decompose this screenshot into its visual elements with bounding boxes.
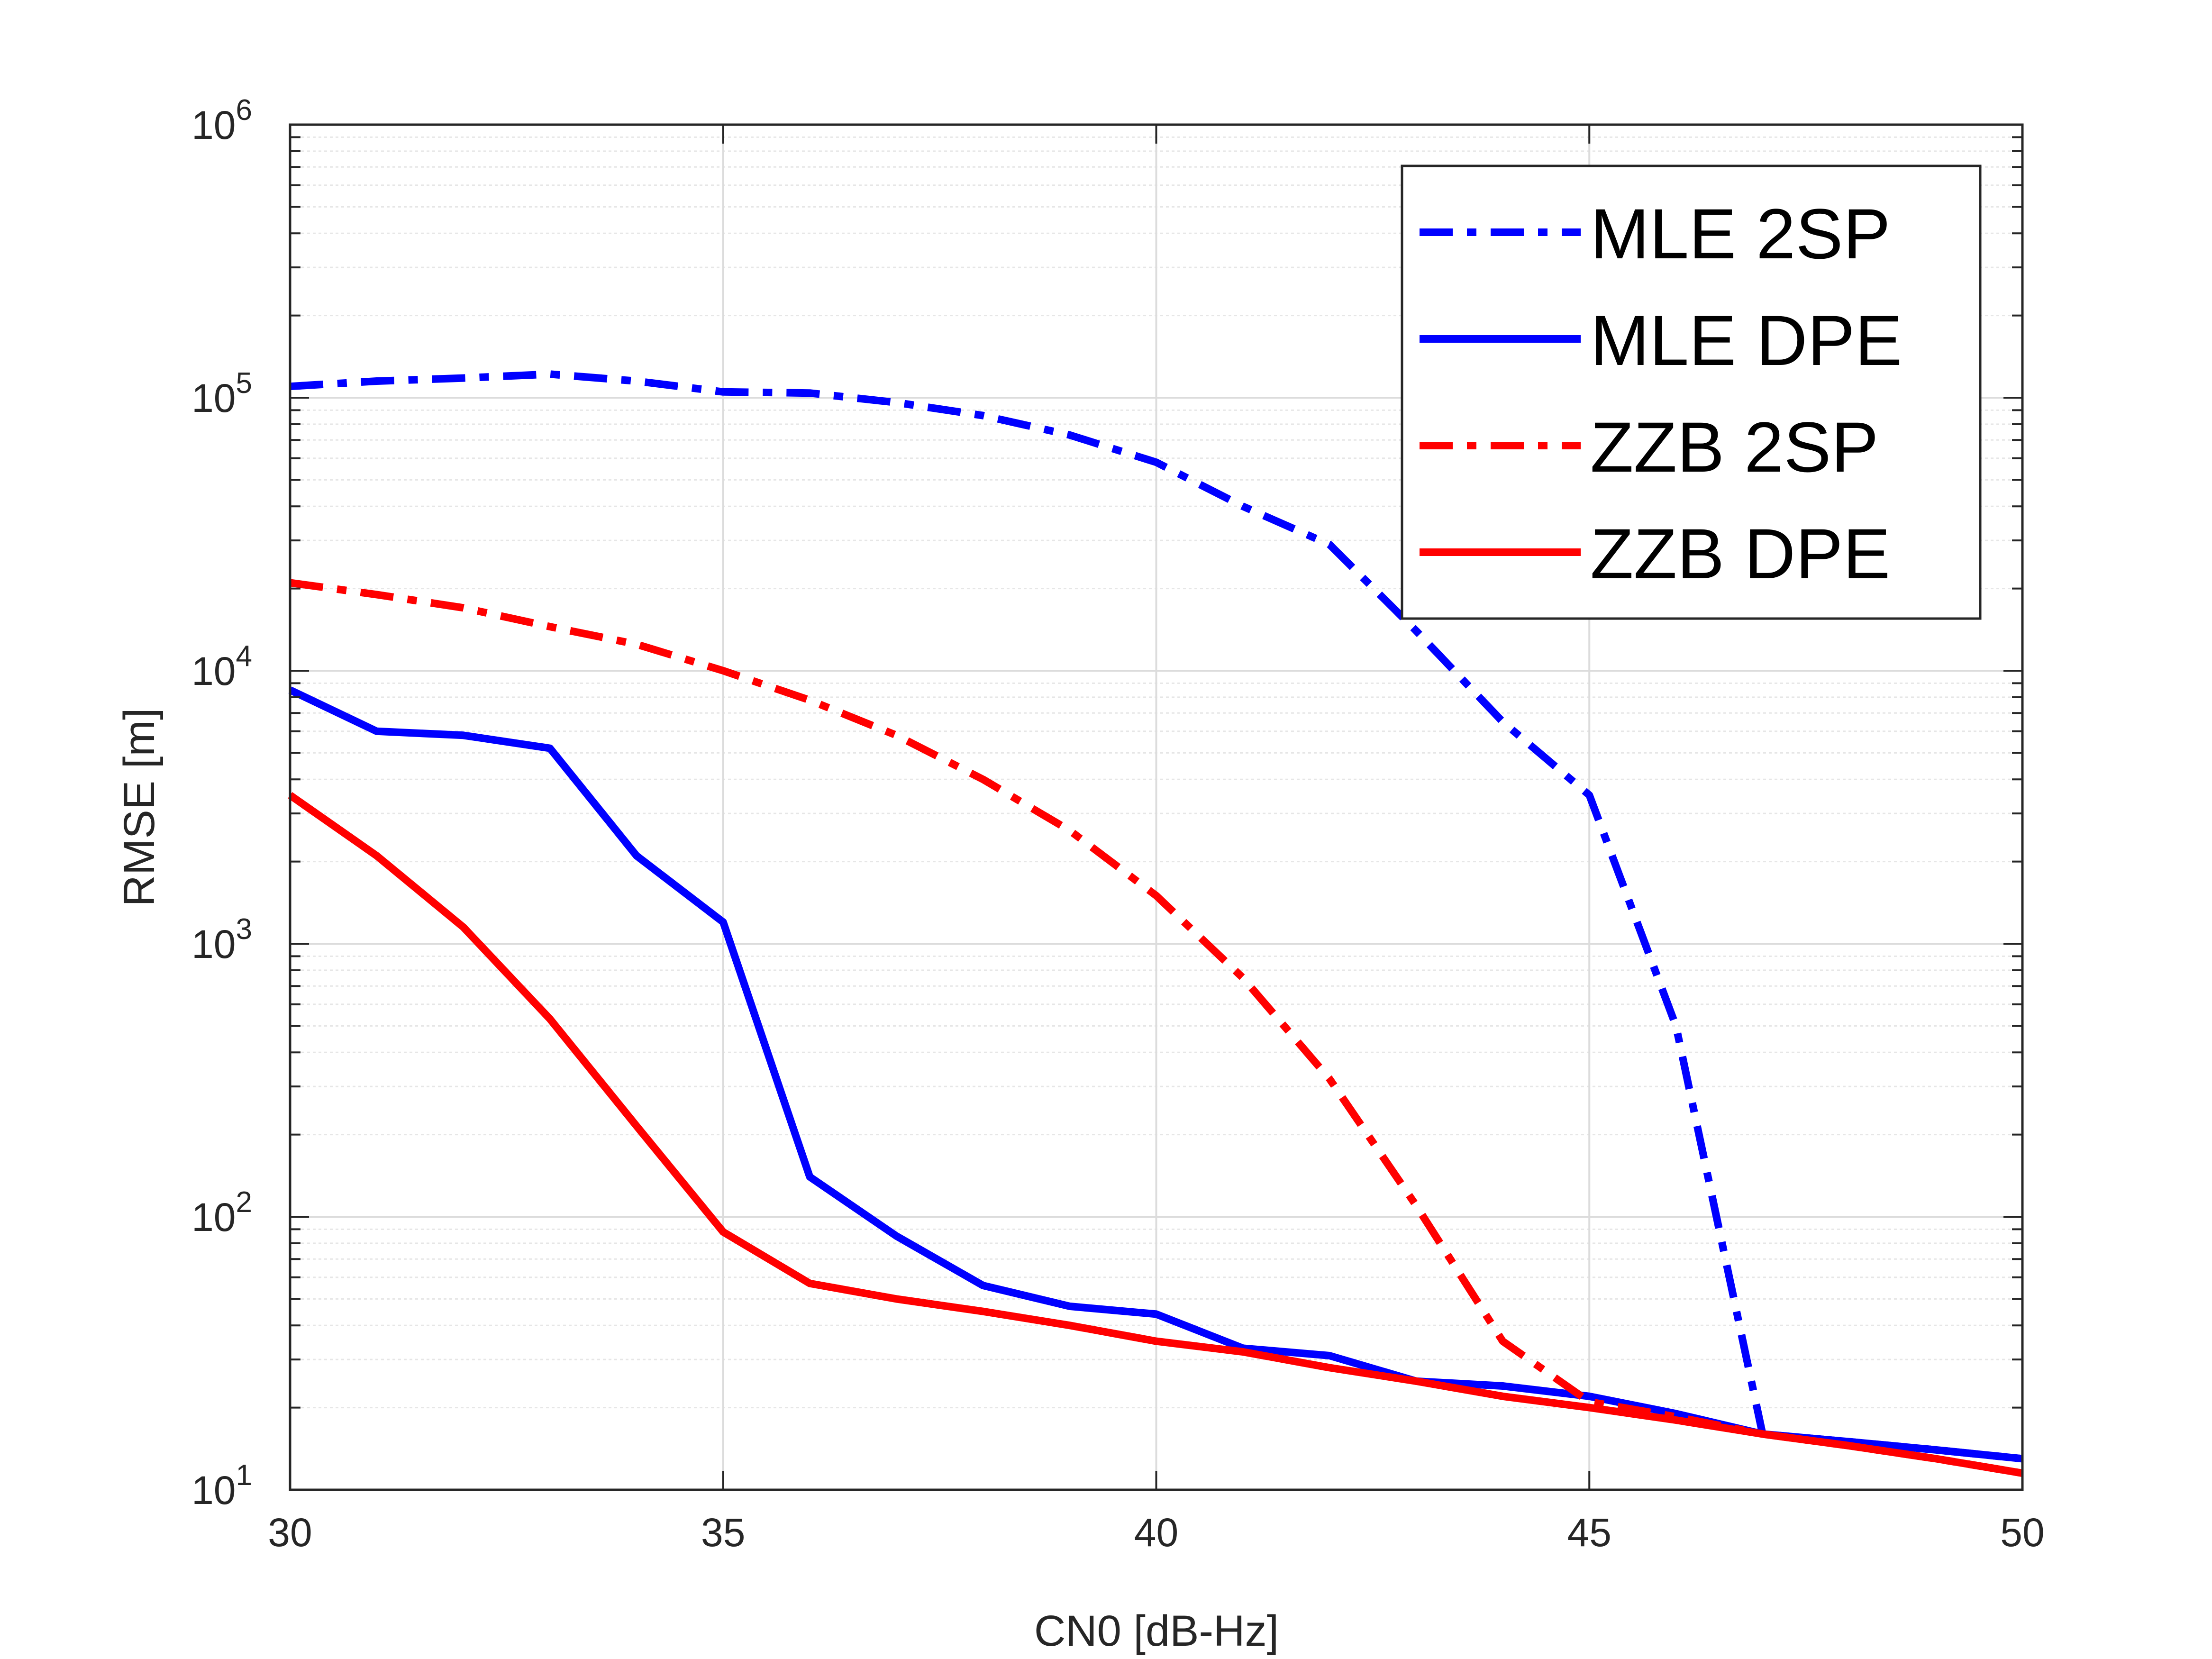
y-tick-label: 101 [191,1459,252,1513]
x-tick-label: 40 [1134,1510,1178,1555]
ticks-layer [289,124,2023,1491]
legend-items: MLE 2SP MLE DPE ZZB 2SP ZZB DPE [1420,194,1903,593]
y-tick-exponent: 1 [236,1459,252,1492]
series-layer [288,370,2023,1477]
x-tick-label: 35 [701,1510,745,1555]
y-tick-base: 10 [191,103,236,147]
y-tick-exponent: 6 [236,94,252,127]
y-tick-base: 10 [191,1468,236,1513]
legend-label: ZZB 2SP [1590,407,1879,487]
x-tick-label: 45 [1567,1510,1611,1555]
y-tick-label: 106 [191,94,252,147]
series-line-mle-2sp [290,370,2023,1463]
y-tick-exponent: 3 [236,913,252,946]
y-tick-exponent: 5 [236,367,252,400]
legend-label: ZZB DPE [1590,514,1890,593]
legend-label: MLE DPE [1590,301,1903,380]
y-tick-label: 103 [191,913,252,966]
x-tick-labels: 30 35 40 45 50 [268,1510,2044,1555]
x-tick-label: 50 [2000,1510,2044,1555]
y-tick-base: 10 [191,1195,236,1240]
x-axis-label: CN0 [dB-Hz] [1034,1607,1279,1655]
y-axis-label: RMSE [m] [115,708,164,906]
y-tick-exponent: 2 [236,1186,252,1219]
legend: MLE 2SP MLE DPE ZZB 2SP ZZB DPE [1401,164,1982,620]
x-tick-label: 30 [268,1510,312,1555]
legend-label: MLE 2SP [1590,194,1891,273]
y-tick-base: 10 [191,649,236,693]
y-tick-base: 10 [191,376,236,420]
series-line-zzb-dpe [288,792,2023,1477]
series-line-zzb-2sp [289,579,2023,1477]
legend-box [1401,164,1982,620]
y-tick-label: 104 [191,640,252,693]
y-tick-label: 105 [191,367,252,420]
y-tick-base: 10 [191,922,236,966]
y-tick-exponent: 4 [236,640,252,673]
y-tick-label: 102 [191,1186,252,1240]
